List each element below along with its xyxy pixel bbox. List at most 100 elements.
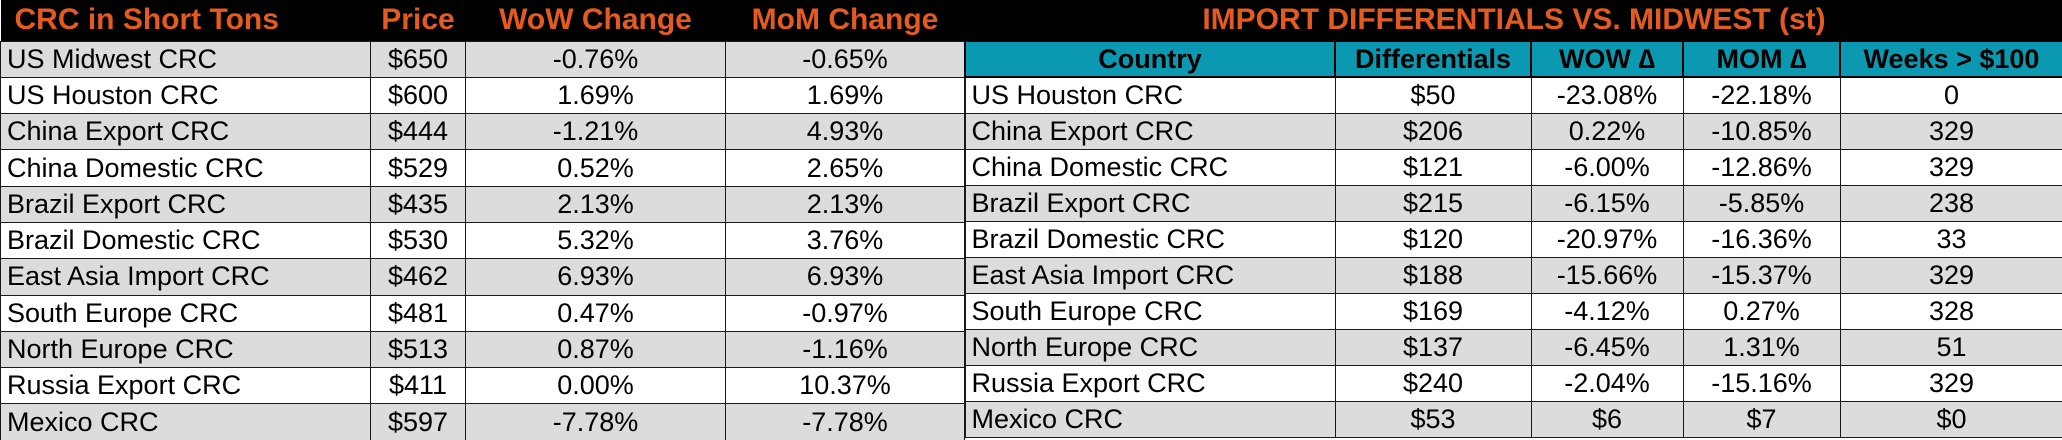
table-row: South Europe CRC $169 -4.12% 0.27% 328 [964, 292, 2062, 330]
row-label-cell: East Asia Import CRC [964, 256, 1336, 294]
value-cell: $121 [1334, 148, 1532, 186]
row-label-cell: Russia Export CRC [0, 367, 371, 405]
value-cell: 329 [1839, 112, 2062, 150]
value-cell: 2.13% [465, 185, 726, 223]
value-cell: 33 [1839, 220, 2062, 258]
row-label-cell: US Houston CRC [0, 76, 371, 115]
value-cell: $444 [370, 113, 466, 151]
import-differentials-table: IMPORT DIFFERENTIALS VS. MIDWEST (st) Co… [964, 0, 2062, 438]
value-cell: -0.97% [725, 294, 965, 332]
value-cell: -5.85% [1682, 184, 1841, 222]
row-label-cell: China Domestic CRC [0, 149, 371, 187]
value-cell: $7 [1682, 400, 1841, 438]
value-cell: 1.69% [465, 76, 726, 115]
value-cell: $597 [370, 403, 466, 440]
crc-price-table: CRC in Short Tons Price WoW Change MoM C… [0, 0, 965, 440]
crc-header-title: CRC in Short Tons [0, 0, 371, 41]
crc-header-row: CRC in Short Tons Price WoW Change MoM C… [0, 0, 965, 41]
value-cell: 0.87% [465, 330, 726, 369]
table-row: Russia Export CRC $411 0.00% 10.37% [0, 367, 965, 405]
value-cell: $411 [370, 367, 466, 405]
value-cell: 5.32% [465, 221, 726, 260]
value-cell: -4.12% [1530, 292, 1684, 330]
value-cell: $0 [1839, 400, 2062, 438]
value-cell: 1.31% [1682, 328, 1841, 366]
row-label-cell: Russia Export CRC [964, 364, 1336, 402]
value-cell: 2.13% [725, 185, 965, 223]
value-cell: $188 [1334, 256, 1532, 294]
value-cell: -7.78% [725, 403, 965, 440]
value-cell: -10.85% [1682, 112, 1841, 150]
value-cell: -6.00% [1530, 148, 1684, 186]
value-cell: 6.93% [465, 258, 726, 296]
value-cell: -7.78% [465, 403, 726, 440]
value-cell: $6 [1530, 400, 1684, 438]
table-row: US Midwest CRC $650 -0.76% -0.65% [0, 40, 965, 78]
value-cell: 238 [1839, 184, 2062, 222]
table-row: US Houston CRC $50 -23.08% -22.18% 0 [964, 76, 2062, 114]
value-cell: 0 [1839, 76, 2062, 114]
row-label-cell: China Domestic CRC [964, 148, 1336, 186]
value-cell: $53 [1334, 400, 1532, 438]
differentials-header: Differentials [1334, 40, 1532, 78]
table-row: China Export CRC $444 -1.21% 4.93% [0, 113, 965, 151]
value-cell: -6.15% [1530, 184, 1684, 222]
value-cell: $137 [1334, 328, 1532, 366]
row-label-cell: East Asia Import CRC [0, 258, 371, 296]
table-row: US Houston CRC $600 1.69% 1.69% [0, 76, 965, 115]
row-label-cell: Mexico CRC [964, 400, 1336, 438]
row-label-cell: China Export CRC [0, 113, 371, 151]
table-row: China Export CRC $206 0.22% -10.85% 329 [964, 112, 2062, 150]
value-cell: $169 [1334, 292, 1532, 330]
value-cell: 3.76% [725, 221, 965, 260]
value-cell: -1.16% [725, 330, 965, 369]
value-cell: 0.00% [465, 367, 726, 405]
mom-delta-header: MOM ∆ [1682, 40, 1841, 78]
crc-table-body: US Midwest CRC $650 -0.76% -0.65% US Houston… [0, 40, 965, 440]
row-label-cell: South Europe CRC [0, 294, 371, 332]
value-cell: -15.66% [1530, 256, 1684, 294]
value-cell: 329 [1839, 148, 2062, 186]
import-table-body: US Houston CRC $50 -23.08% -22.18% 0 China Ex… [964, 76, 2062, 438]
value-cell: -2.04% [1530, 364, 1684, 402]
row-label-cell: North Europe CRC [0, 330, 371, 369]
value-cell: 10.37% [725, 367, 965, 405]
row-label-cell: Brazil Domestic CRC [964, 220, 1336, 258]
value-cell: -0.65% [725, 40, 965, 78]
row-label-cell: Brazil Export CRC [964, 184, 1336, 222]
value-cell: $530 [370, 221, 466, 260]
table-row: Brazil Export CRC $215 -6.15% -5.85% 238 [964, 184, 2062, 222]
value-cell: -15.16% [1682, 364, 1841, 402]
row-label-cell: US Midwest CRC [0, 40, 371, 78]
value-cell: -22.18% [1682, 76, 1841, 114]
value-cell: 0.27% [1682, 292, 1841, 330]
import-column-header-row: Country Differentials WOW ∆ MOM ∆ Weeks … [964, 40, 2062, 78]
wow-delta-header: WOW ∆ [1530, 40, 1684, 78]
value-cell: 329 [1839, 364, 2062, 402]
value-cell: $206 [1334, 112, 1532, 150]
row-label-cell: Brazil Export CRC [0, 185, 371, 223]
value-cell: -0.76% [465, 40, 726, 78]
table-row: Brazil Export CRC $435 2.13% 2.13% [0, 185, 965, 223]
table-row: Brazil Domestic CRC $120 -20.97% -16.36% 33 [964, 220, 2062, 258]
value-cell: 1.69% [725, 76, 965, 115]
row-label-cell: Mexico CRC [0, 403, 371, 440]
table-row: Mexico CRC $597 -7.78% -7.78% [0, 403, 965, 440]
value-cell: 2.65% [725, 149, 965, 187]
row-label-cell: South Europe CRC [964, 292, 1336, 330]
value-cell: -12.86% [1682, 148, 1841, 186]
value-cell: $529 [370, 149, 466, 187]
value-cell: $215 [1334, 184, 1532, 222]
value-cell: -23.08% [1530, 76, 1684, 114]
value-cell: $650 [370, 40, 466, 78]
value-cell: -15.37% [1682, 256, 1841, 294]
value-cell: $435 [370, 185, 466, 223]
value-cell: 329 [1839, 256, 2062, 294]
mom-change-header: MoM Change [725, 0, 965, 41]
value-cell: 0.22% [1530, 112, 1684, 150]
country-header: Country [964, 40, 1336, 78]
row-label-cell: China Export CRC [964, 112, 1336, 150]
value-cell: $50 [1334, 76, 1532, 114]
value-cell: -1.21% [465, 113, 726, 151]
price-header: Price [370, 0, 466, 41]
